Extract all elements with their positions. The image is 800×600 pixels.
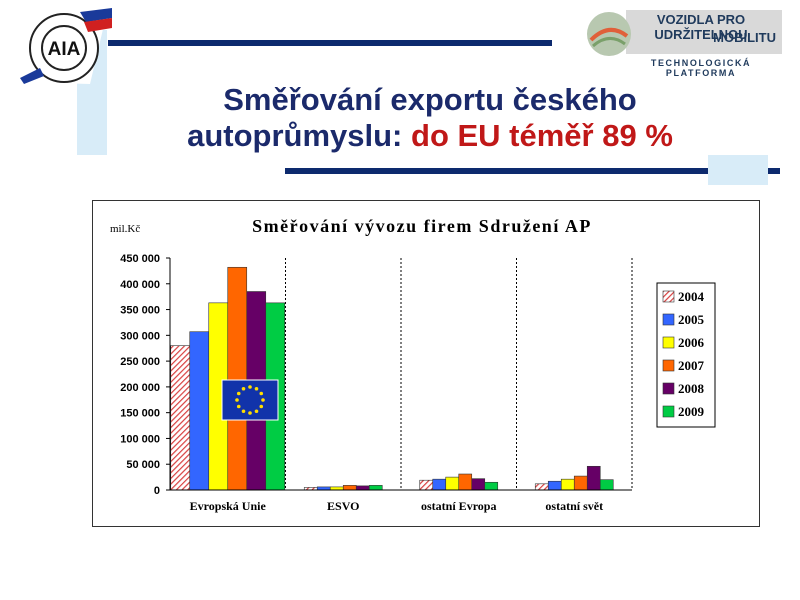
bar-2005-2 — [432, 478, 447, 491]
y-axis-label: mil.Kč — [110, 223, 140, 235]
legend-label-2009: 2009 — [678, 404, 705, 419]
legend-label-2007: 2007 — [678, 358, 705, 373]
y-tick-label: 400 000 — [120, 279, 160, 291]
slide-title-line2-part1: autoprůmyslu: — [187, 118, 403, 153]
bar-2008-2 — [471, 478, 486, 491]
bar-2008-1 — [355, 485, 370, 491]
bar-2004-3 — [534, 483, 549, 491]
bar-2006-2 — [445, 476, 460, 491]
legend: 2004 2005 2006 2007 2008 2009 — [656, 282, 716, 428]
legend-label-2006: 2006 — [678, 335, 705, 350]
slide-title-line2-part2: do EU téměř 89 % — [411, 118, 673, 153]
vpum-logo-box — [626, 10, 782, 54]
bar-2008-3 — [586, 465, 601, 491]
y-tick-label: 150 000 — [120, 408, 160, 420]
bar-chart: Směřování vývozu firem Sdružení AP mil.K… — [110, 216, 716, 513]
legend-swatch-2005 — [662, 313, 675, 326]
y-tick-label: 0 — [154, 485, 160, 497]
y-tick-label: 300 000 — [120, 330, 160, 342]
vpum-logo-line2: MOBILITU — [713, 30, 776, 45]
axis-layer: 0 50 000 100 000 150 000 200 000 250 000 300 0… — [120, 253, 632, 513]
chart-title: Směřování vývozu firem Sdružení AP — [252, 216, 592, 236]
x-tick-label: ostatní Evropa — [421, 499, 496, 513]
bars-layer — [170, 266, 614, 491]
grid-layer — [285, 258, 633, 490]
bar-2005-3 — [547, 480, 562, 491]
decor-band-right — [708, 155, 768, 185]
slide-title-line2: autoprůmyslu: do EU téměř 89 % — [120, 118, 740, 154]
decor-rule-bottom — [285, 168, 780, 174]
y-tick-label: 350 000 — [120, 305, 160, 317]
slide-title: Směřování exportu českého autoprůmyslu: … — [120, 82, 740, 154]
bar-2007-1 — [342, 485, 357, 491]
bar-2009-3 — [599, 479, 614, 491]
bar-2009-2 — [484, 481, 499, 491]
x-tick-label: ESVO — [327, 499, 359, 513]
bar-2007-3 — [573, 475, 588, 491]
legend-swatch-2007 — [662, 359, 675, 372]
legend-label-2005: 2005 — [678, 312, 705, 327]
aia-logo-text: AIA — [48, 39, 81, 60]
decor-rule-top — [108, 40, 552, 46]
y-tick-label: 100 000 — [120, 433, 160, 445]
y-tick-label: 250 000 — [120, 356, 160, 368]
bar-2006-3 — [560, 478, 575, 491]
vpum-circle-icon — [587, 12, 631, 56]
bar-2005-0 — [189, 331, 210, 491]
legend-swatch-2006 — [662, 336, 675, 349]
slide-title-line1: Směřování exportu českého — [223, 82, 637, 117]
vpum-logo-line3: TECHNOLOGICKÁ PLATFORMA — [650, 58, 752, 78]
x-tick-label: Evropská Unie — [190, 499, 267, 513]
legend-swatch-2009 — [662, 405, 675, 418]
bar-2007-2 — [458, 473, 473, 491]
legend-swatch-2004 — [662, 290, 675, 303]
y-tick-label: 450 000 — [120, 253, 160, 265]
legend-box — [656, 282, 716, 428]
x-tick-label: ostatní svět — [545, 499, 603, 513]
legend-label-2004: 2004 — [678, 289, 705, 304]
bar-2004-0 — [170, 345, 191, 491]
eu-flag-icon — [221, 379, 279, 421]
bar-2004-2 — [419, 479, 434, 491]
aia-logo: AIA — [20, 8, 112, 84]
y-tick-label: 50 000 — [126, 459, 160, 471]
bar-2007-0 — [227, 266, 248, 491]
bar-2009-1 — [368, 485, 383, 491]
y-tick-label: 200 000 — [120, 382, 160, 394]
legend-swatch-2008 — [662, 382, 675, 395]
legend-label-2008: 2008 — [678, 381, 705, 396]
vpum-logo-line1: VOZIDLA PRO UDRŽITELNOU — [654, 12, 748, 42]
